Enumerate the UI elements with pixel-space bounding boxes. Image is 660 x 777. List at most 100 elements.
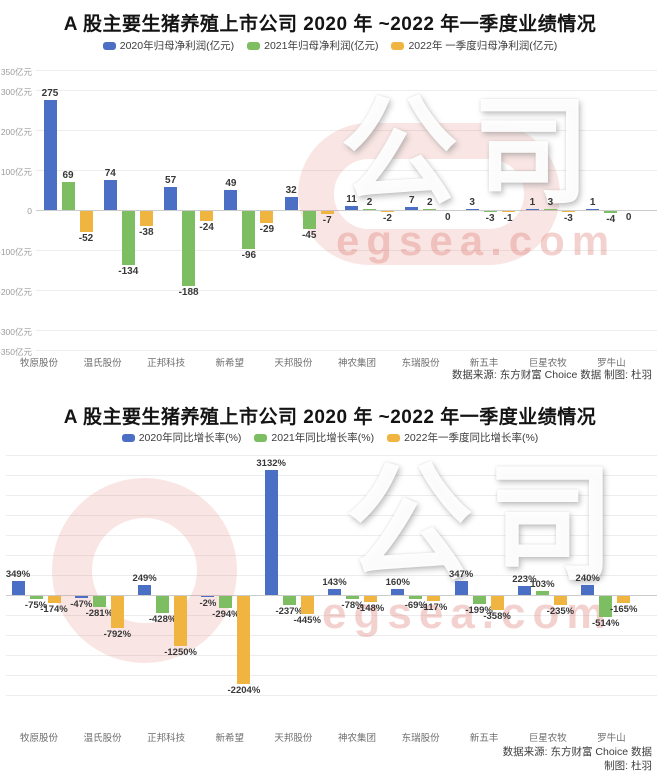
bar — [29, 596, 43, 599]
value-label: -2 — [383, 213, 392, 224]
value-label: -428% — [148, 614, 177, 625]
legend-label: 2020年同比增长率(%) — [138, 432, 242, 444]
value-label: -24 — [199, 222, 214, 233]
source-line: 数据来源: 东方财富 Choice 数据 制图: 杜羽 — [451, 369, 652, 381]
bar — [282, 596, 296, 605]
value-label: 0 — [445, 212, 451, 223]
value-label: -445% — [293, 615, 321, 626]
y-tick-label: 100亿元 — [0, 167, 32, 177]
bar — [74, 596, 88, 598]
category-label: 神农集团 — [337, 358, 377, 369]
bar — [423, 209, 437, 210]
value-label: 249% — [132, 573, 157, 584]
y-tick-label: 300亿元 — [0, 87, 32, 97]
gridline — [36, 170, 657, 171]
bar — [483, 211, 497, 212]
bar — [561, 211, 575, 212]
value-label: 1 — [589, 197, 596, 208]
bar — [302, 211, 316, 229]
value-label: -3 — [563, 213, 573, 224]
value-label: -148% — [356, 603, 385, 614]
value-label: -1 — [503, 213, 513, 224]
bar — [79, 211, 93, 232]
value-label: 103% — [530, 579, 555, 590]
bar — [156, 596, 170, 613]
chart2-bars: 349% -47% 249% -2% 3132% 143% 160% 347% 223% 240%… — [0, 453, 660, 753]
category-label: 天邦股份 — [274, 358, 313, 369]
legend-label: 2021年同比增长率(%) — [271, 432, 375, 444]
category-label: 正邦科技 — [147, 733, 186, 744]
bar — [345, 206, 358, 210]
value-label: -7 — [322, 215, 332, 226]
category-label: 正邦科技 — [147, 358, 186, 369]
legend-item: 2022年 一季度归母净利润(亿元) — [391, 38, 557, 53]
category-label: 新五丰 — [469, 358, 499, 369]
category-label: 牧原股份 — [19, 358, 59, 369]
bar — [525, 209, 539, 210]
bar — [391, 589, 405, 595]
bar — [364, 596, 377, 602]
bar — [553, 596, 567, 605]
bar — [47, 596, 61, 603]
category-label: 东瑞股份 — [401, 358, 440, 369]
bar — [381, 211, 394, 212]
value-label: -792% — [103, 629, 132, 640]
category-label: 巨星农牧 — [528, 733, 567, 744]
gridline — [6, 515, 657, 516]
bar — [200, 211, 214, 221]
bar — [320, 211, 334, 214]
chart1-source-note: 数据来源: 东方财富 Choice 数据 制图: 杜羽 — [452, 368, 652, 382]
bar — [264, 470, 278, 595]
value-label: 3132% — [256, 458, 286, 469]
legend-label: 2020年归母净利润(亿元) — [119, 40, 235, 52]
legend-item: 2020年归母净利润(亿元) — [102, 38, 235, 53]
gridline — [36, 90, 657, 91]
value-label: 32 — [285, 185, 297, 196]
chart1-gridlines: 350亿元 300亿元 200亿元 100亿元 0 -100亿元 -200亿元 -300亿元 -… — [0, 62, 660, 368]
bar — [586, 209, 600, 210]
bar — [110, 596, 124, 628]
value-label: -358% — [483, 611, 511, 622]
bar — [599, 596, 613, 617]
category-label: 罗牛山 — [597, 733, 626, 744]
y-tick-label: 200亿元 — [0, 127, 32, 137]
value-label: 7 — [409, 195, 415, 206]
bar — [121, 211, 135, 265]
gridline — [6, 615, 657, 616]
chart2-source-note: 数据来源: 东方财富 Choice 数据 制图: 杜羽 — [503, 745, 652, 773]
bar — [581, 585, 595, 595]
value-label: -3 — [485, 213, 495, 224]
value-label: -96 — [241, 250, 257, 261]
bar — [346, 596, 359, 599]
gridline — [6, 635, 657, 636]
bar — [224, 190, 238, 210]
value-label: -29 — [259, 224, 275, 235]
source-line: 制图: 杜羽 — [604, 760, 652, 772]
value-label: -294% — [212, 609, 240, 620]
value-label: -75% — [24, 600, 48, 611]
gridline — [36, 350, 657, 351]
value-label: 2 — [366, 197, 373, 208]
bar — [454, 581, 468, 595]
value-label: -188 — [178, 287, 199, 298]
y-tick-label: -300亿元 — [0, 327, 33, 337]
bar — [201, 596, 215, 597]
gridline — [6, 655, 657, 656]
value-label: 1 — [529, 197, 536, 208]
value-label: 74 — [104, 168, 116, 179]
chart1-bars: 275 74 57 49 32 11 7 3 1 1 69 -134 -188 -96 -45 2 2 -3 3 -4… — [0, 62, 660, 369]
value-label: -52 — [78, 233, 94, 244]
value-label: 347% — [448, 569, 474, 580]
x-axis-line — [6, 595, 657, 596]
bar — [328, 589, 341, 595]
legend-item: 2022年一季度同比增长率(%) — [387, 430, 538, 445]
value-label: -281% — [85, 608, 114, 619]
bar — [260, 211, 274, 223]
value-label: 240% — [575, 573, 600, 584]
legend-item: 2020年同比增长率(%) — [121, 430, 242, 445]
legend-swatch-icon — [391, 41, 405, 50]
bar — [284, 197, 298, 210]
value-label: 349% — [5, 569, 31, 580]
bar — [465, 209, 479, 210]
